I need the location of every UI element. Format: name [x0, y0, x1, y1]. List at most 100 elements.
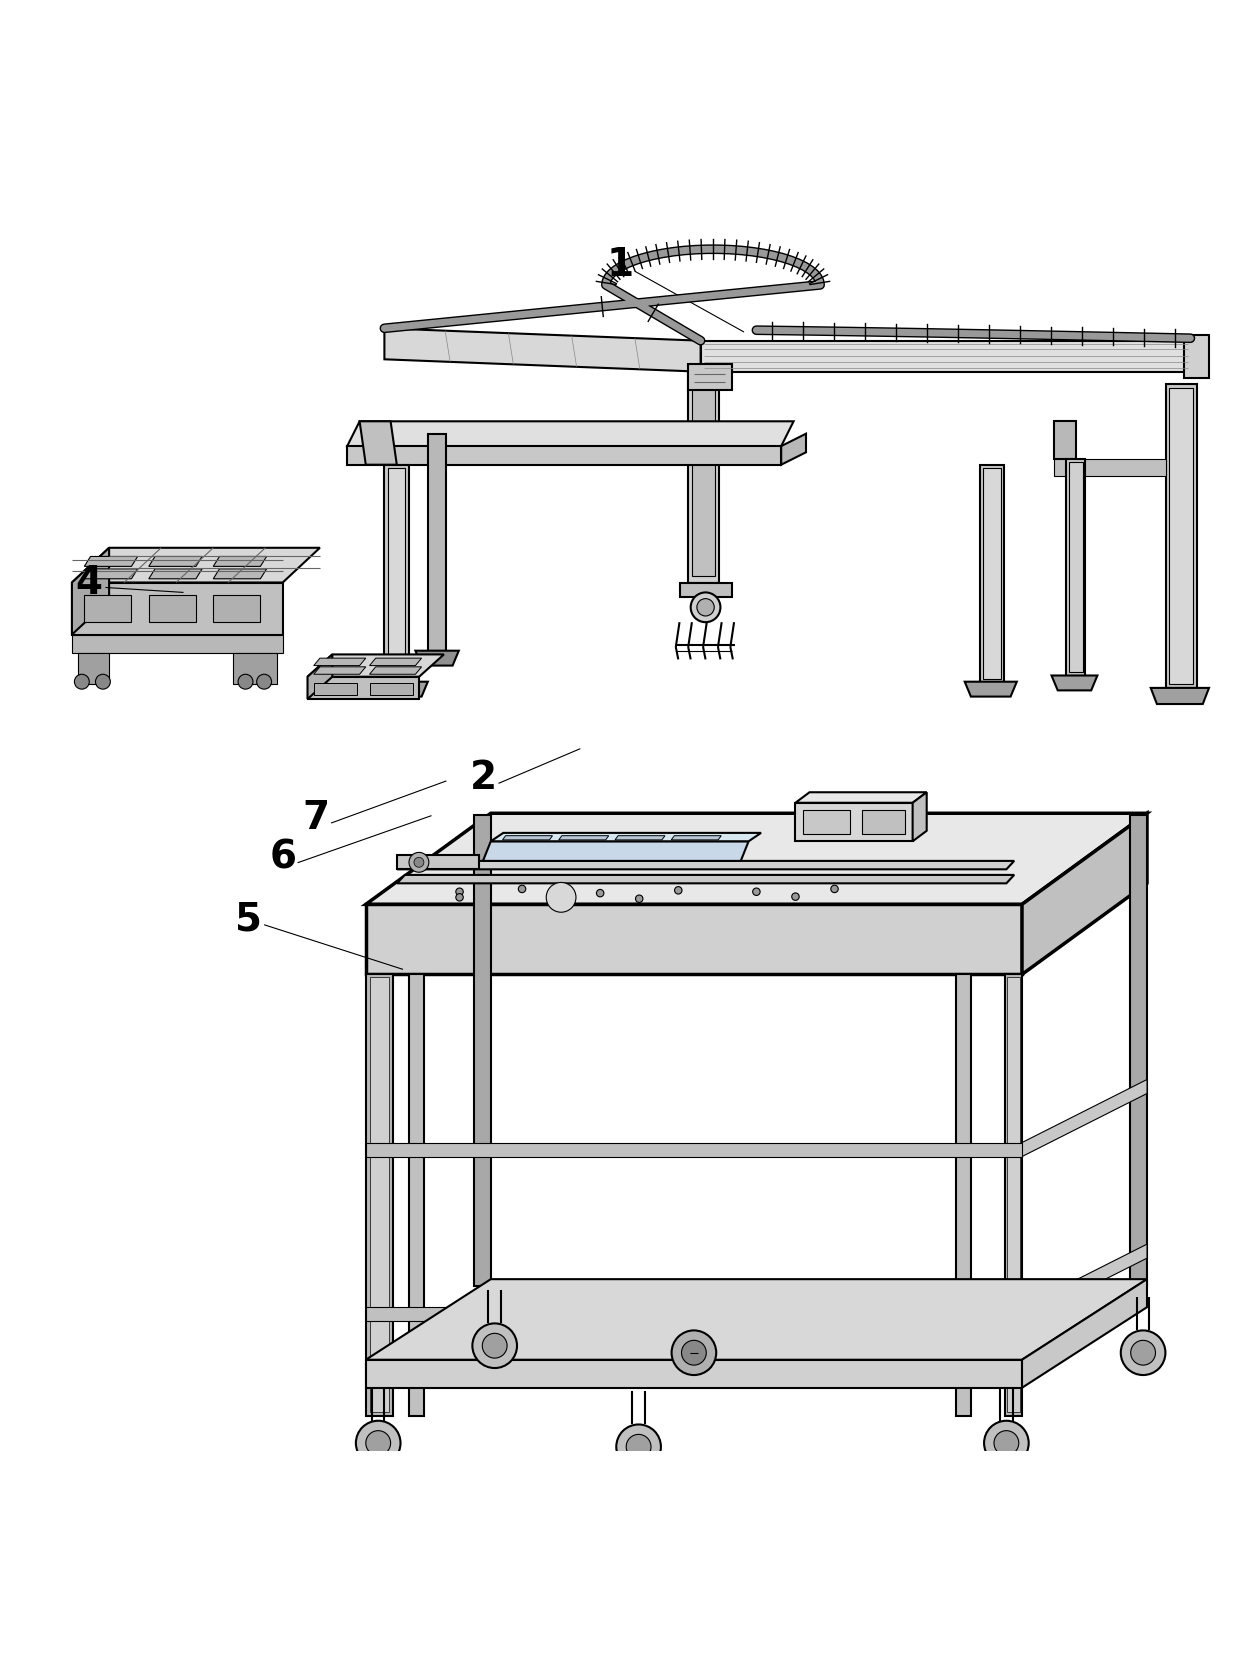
Polygon shape [384, 329, 701, 372]
Circle shape [691, 593, 720, 623]
Circle shape [356, 1420, 401, 1465]
Polygon shape [965, 681, 1017, 696]
Circle shape [616, 1425, 661, 1468]
Polygon shape [956, 975, 971, 1415]
Polygon shape [366, 1143, 1022, 1156]
Polygon shape [1022, 1244, 1147, 1320]
Circle shape [238, 674, 253, 689]
Polygon shape [559, 835, 609, 840]
Bar [314, 683, 357, 696]
Bar [149, 595, 196, 623]
Polygon shape [149, 568, 202, 578]
Circle shape [456, 894, 464, 900]
Polygon shape [308, 654, 332, 699]
Polygon shape [384, 465, 409, 681]
Polygon shape [615, 835, 665, 840]
Circle shape [1131, 1340, 1156, 1365]
Polygon shape [308, 654, 444, 676]
Polygon shape [213, 568, 267, 578]
Polygon shape [72, 548, 109, 635]
Polygon shape [1022, 814, 1147, 975]
Polygon shape [78, 653, 109, 684]
Polygon shape [1169, 387, 1193, 684]
Polygon shape [347, 422, 794, 447]
Polygon shape [84, 568, 138, 578]
Polygon shape [213, 556, 267, 566]
Text: 2: 2 [470, 759, 497, 797]
Polygon shape [314, 658, 366, 666]
Polygon shape [308, 676, 419, 699]
Polygon shape [491, 832, 761, 840]
Polygon shape [366, 975, 393, 1415]
Polygon shape [688, 364, 732, 390]
Polygon shape [347, 447, 781, 465]
Circle shape [831, 885, 838, 892]
Circle shape [635, 895, 644, 902]
Bar [84, 595, 131, 623]
Polygon shape [701, 341, 1190, 372]
Polygon shape [397, 875, 1014, 884]
Polygon shape [397, 855, 479, 869]
Polygon shape [366, 1279, 1147, 1360]
Polygon shape [366, 681, 428, 696]
Polygon shape [428, 434, 446, 651]
Polygon shape [370, 666, 422, 674]
Polygon shape [366, 814, 1147, 904]
Polygon shape [370, 977, 389, 1412]
Circle shape [753, 889, 760, 895]
Circle shape [472, 1324, 517, 1369]
Polygon shape [84, 556, 138, 566]
Polygon shape [1066, 458, 1085, 676]
Circle shape [682, 1340, 707, 1365]
Polygon shape [781, 434, 806, 465]
Circle shape [791, 894, 799, 900]
Bar [370, 683, 413, 696]
Text: 1: 1 [606, 246, 634, 284]
Polygon shape [671, 835, 722, 840]
Polygon shape [1022, 1080, 1147, 1156]
Polygon shape [72, 548, 320, 583]
Polygon shape [1130, 816, 1147, 1286]
Polygon shape [370, 658, 422, 666]
Polygon shape [72, 583, 283, 635]
Text: 4: 4 [76, 563, 103, 601]
Polygon shape [680, 583, 732, 598]
Circle shape [95, 674, 110, 689]
Circle shape [518, 885, 526, 892]
Circle shape [697, 598, 714, 616]
Circle shape [546, 882, 575, 912]
Polygon shape [1054, 422, 1076, 458]
Text: 7: 7 [303, 799, 330, 837]
Polygon shape [366, 904, 1022, 975]
Circle shape [482, 1334, 507, 1359]
Polygon shape [796, 802, 913, 840]
Polygon shape [366, 1307, 1022, 1320]
Polygon shape [1022, 1279, 1147, 1387]
Circle shape [257, 674, 272, 689]
Bar [804, 811, 851, 834]
Text: 6: 6 [269, 839, 296, 877]
Circle shape [414, 857, 424, 867]
Polygon shape [474, 816, 491, 1286]
Polygon shape [233, 653, 277, 684]
Circle shape [994, 1430, 1019, 1455]
Circle shape [456, 889, 464, 895]
Polygon shape [1052, 676, 1097, 691]
Polygon shape [980, 465, 1004, 681]
Polygon shape [1184, 334, 1209, 379]
Polygon shape [688, 372, 719, 583]
Circle shape [366, 1430, 391, 1455]
Circle shape [74, 674, 89, 689]
Polygon shape [1151, 688, 1209, 704]
Bar [213, 595, 260, 623]
Circle shape [985, 1420, 1029, 1465]
Polygon shape [482, 840, 749, 860]
Polygon shape [502, 835, 553, 840]
Circle shape [409, 852, 429, 872]
Polygon shape [913, 792, 926, 840]
Polygon shape [1004, 975, 1022, 1415]
Polygon shape [1007, 977, 1019, 1412]
Circle shape [1121, 1330, 1166, 1375]
Polygon shape [1069, 462, 1083, 671]
Polygon shape [1054, 458, 1166, 475]
